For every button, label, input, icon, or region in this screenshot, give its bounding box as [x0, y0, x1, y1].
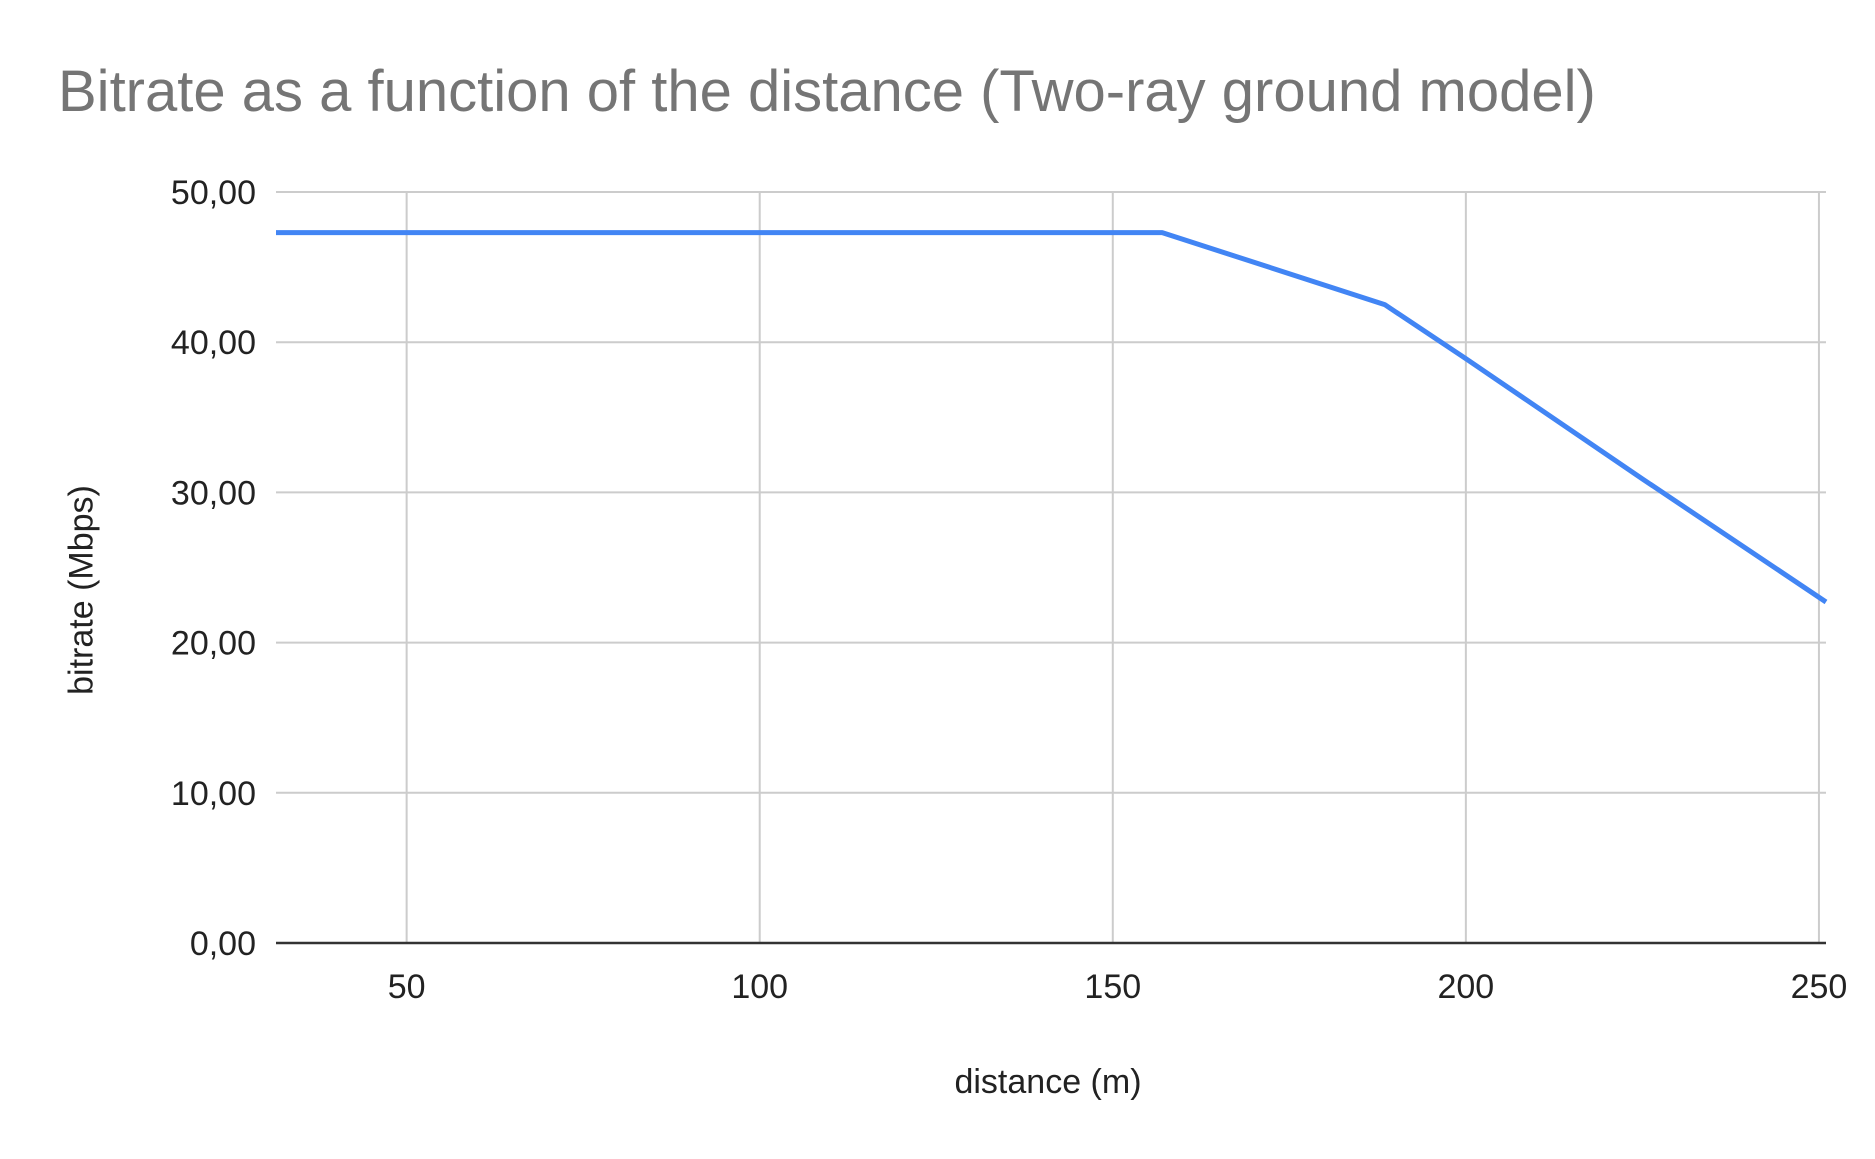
y-tick-label: 20,00 — [171, 625, 256, 663]
x-tick-label: 150 — [1084, 968, 1141, 1006]
y-tick-label: 50,00 — [171, 174, 256, 212]
y-tick-label: 10,00 — [171, 775, 256, 813]
y-axis-label: bitrate (Mbps) — [62, 485, 101, 695]
y-tick-label: 0,00 — [190, 925, 256, 963]
y-tick-label: 30,00 — [171, 474, 256, 512]
x-tick-label: 100 — [731, 968, 788, 1006]
y-tick-label: 40,00 — [171, 324, 256, 362]
x-tick-label: 50 — [388, 968, 426, 1006]
series-line — [276, 230, 1828, 605]
x-tick-label: 200 — [1437, 968, 1494, 1006]
x-tick-label: 250 — [1791, 968, 1848, 1006]
x-axis-label: distance (m) — [954, 1063, 1142, 1101]
chart-title: Bitrate as a function of the distance (T… — [58, 59, 1596, 124]
